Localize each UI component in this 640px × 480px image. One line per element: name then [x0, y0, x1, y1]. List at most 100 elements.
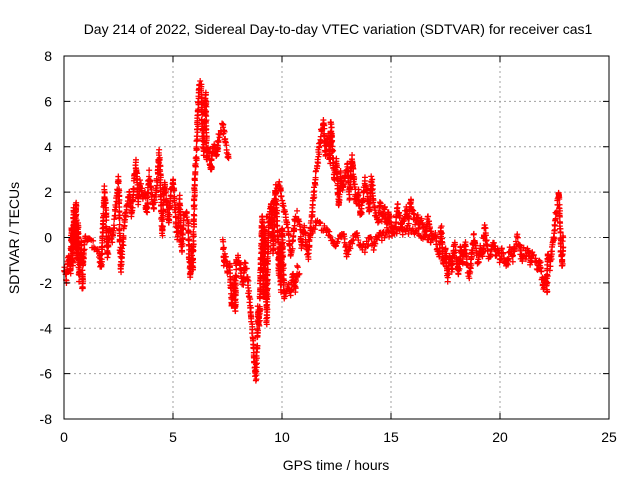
data-point [316, 144, 323, 151]
data-point [292, 213, 299, 220]
data-point [122, 209, 129, 216]
data-point [551, 230, 558, 237]
data-point [532, 255, 539, 262]
data-point [520, 244, 527, 251]
data-point [368, 179, 375, 186]
data-point [406, 215, 413, 222]
data-point [170, 187, 177, 194]
data-point [269, 208, 276, 215]
data-point [342, 173, 349, 180]
data-point [480, 246, 487, 253]
data-point [203, 117, 210, 124]
data-point [432, 231, 439, 238]
data-point [311, 226, 318, 233]
data-point [381, 206, 388, 213]
data-point [347, 174, 354, 181]
data-point [278, 193, 285, 200]
data-point [157, 163, 164, 170]
data-point [277, 187, 284, 194]
data-point [193, 144, 200, 151]
data-point [323, 148, 330, 155]
data-point [171, 199, 178, 206]
data-point [315, 160, 322, 167]
data-point [327, 120, 334, 127]
data-point [470, 230, 477, 237]
data-point [264, 293, 271, 300]
chart-title: Day 214 of 2022, Sidereal Day-to-day VTE… [84, 21, 593, 37]
data-point [225, 155, 232, 162]
data-point [468, 262, 475, 269]
data-point [509, 258, 516, 265]
data-point [78, 242, 85, 249]
data-point [156, 156, 163, 163]
data-point [497, 256, 504, 263]
data-point [223, 149, 230, 156]
data-point [185, 229, 192, 236]
x-tick-label: 25 [601, 429, 617, 445]
data-point [281, 208, 288, 215]
data-point [350, 165, 357, 172]
data-point [405, 230, 412, 237]
data-point [75, 224, 82, 231]
data-point [349, 152, 356, 159]
data-point [557, 229, 564, 236]
data-point [222, 253, 229, 260]
data-point [354, 232, 361, 239]
data-point [424, 213, 431, 220]
data-point [321, 222, 328, 229]
data-point [330, 147, 337, 154]
data-point [98, 258, 105, 265]
data-points [61, 78, 567, 384]
data-point [270, 205, 277, 212]
data-point [116, 204, 123, 211]
data-point [254, 325, 261, 332]
data-point [243, 265, 250, 272]
data-point [248, 330, 255, 337]
data-point [397, 212, 404, 219]
y-tick-label: 8 [44, 48, 52, 64]
data-point [328, 132, 335, 139]
data-point [415, 226, 422, 233]
data-point [360, 195, 367, 202]
data-point [101, 183, 108, 190]
data-point [393, 220, 400, 227]
data-point [415, 214, 422, 221]
data-point [73, 203, 80, 210]
data-point [538, 268, 545, 275]
data-point [109, 239, 116, 246]
y-tick-label: -6 [40, 366, 53, 382]
data-point [151, 199, 158, 206]
data-point [475, 259, 482, 266]
data-point [118, 254, 125, 261]
data-point [396, 209, 403, 216]
data-point [202, 126, 209, 133]
axis-ticks: 0 5 10 15 20 25 -8 -6 -4 -2 0 2 4 6 8 [40, 48, 617, 445]
data-point [482, 232, 489, 239]
data-point [328, 124, 335, 131]
data-point [264, 314, 271, 321]
data-point [294, 207, 301, 214]
data-point [129, 204, 136, 211]
data-point [246, 299, 253, 306]
data-point [289, 245, 296, 252]
data-point [120, 242, 127, 249]
data-point [241, 259, 248, 266]
data-point [198, 87, 205, 94]
data-point [157, 168, 164, 175]
data-point [370, 197, 377, 204]
data-point [137, 180, 144, 187]
y-axis-label: SDTVAR / TECUs [6, 182, 22, 294]
data-point [316, 151, 323, 158]
data-point [309, 229, 316, 236]
data-point [189, 263, 196, 270]
data-point [268, 217, 275, 224]
data-point [487, 251, 494, 258]
data-point [560, 244, 567, 251]
data-point [220, 238, 227, 245]
data-point [227, 276, 234, 283]
data-point [544, 288, 551, 295]
data-point [334, 175, 341, 182]
data-point [438, 230, 445, 237]
data-point [556, 195, 563, 202]
data-point [193, 133, 200, 140]
